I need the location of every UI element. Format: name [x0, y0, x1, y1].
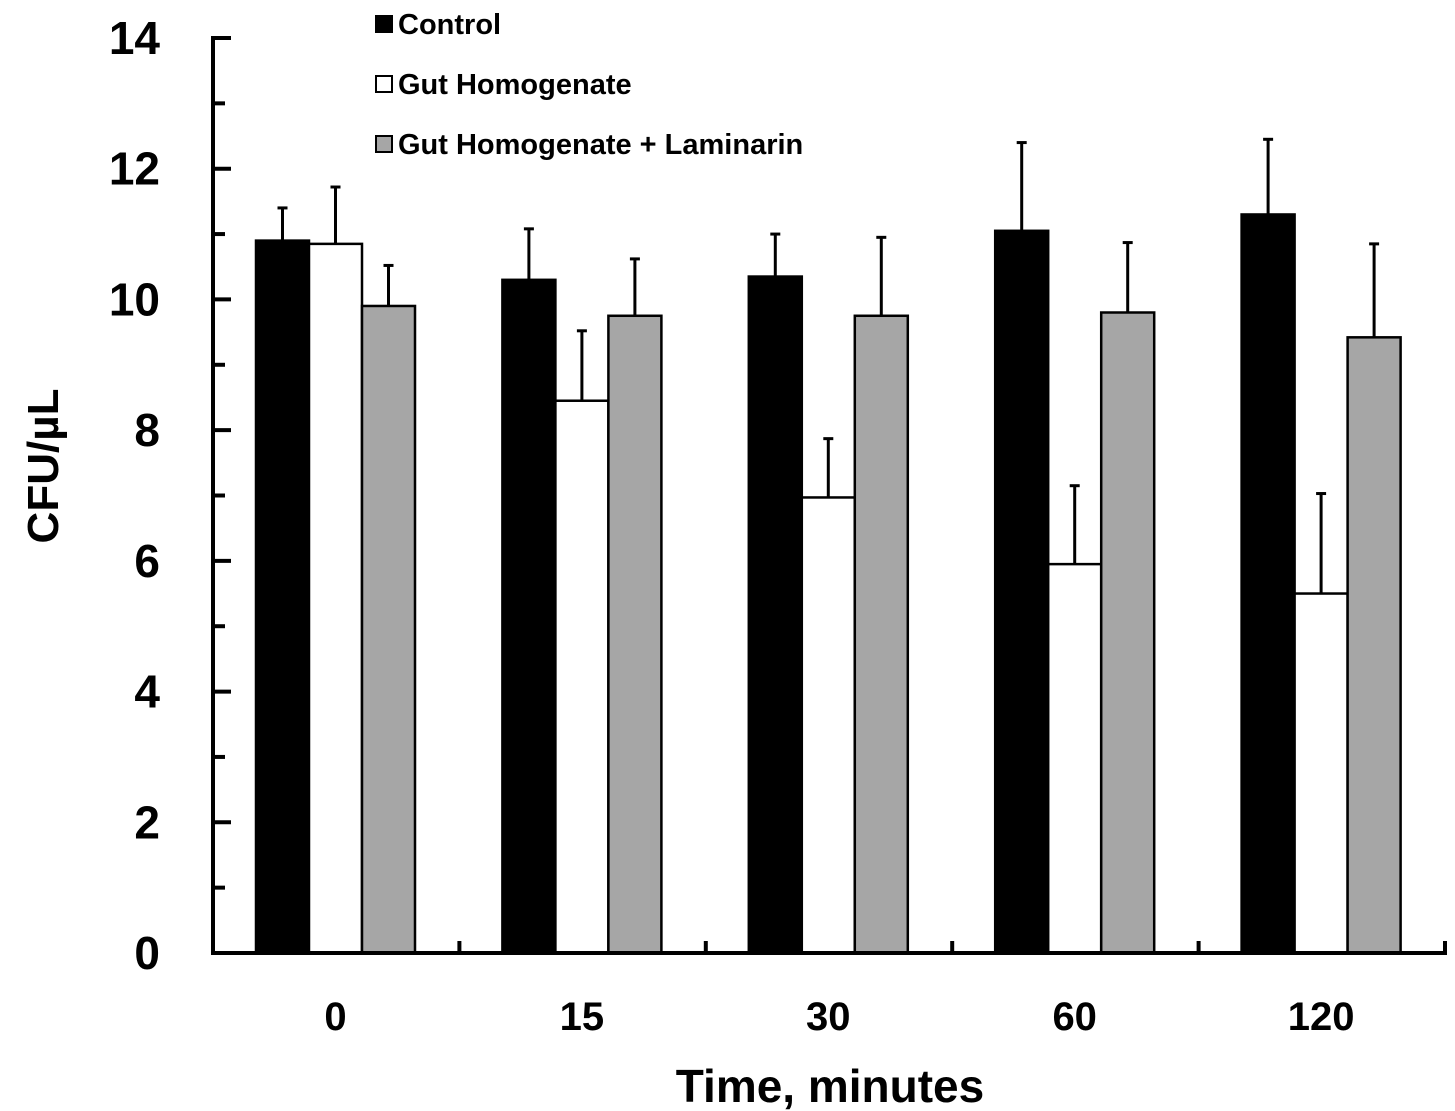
x-tick-label-120: 120 — [1288, 995, 1355, 1039]
bar-2-120 — [1293, 592, 1349, 955]
legend-label-1: Control — [398, 9, 501, 41]
bar-2-0 — [307, 242, 364, 955]
legend-swatch-1 — [375, 15, 393, 33]
bar-1-0 — [254, 239, 311, 955]
legend-swatch-3 — [375, 135, 393, 153]
x-tick-label-0: 0 — [324, 995, 346, 1039]
y-axis-title: CFU/µL — [19, 389, 68, 544]
y-tick-label-2: 2 — [134, 796, 160, 848]
bar-3-30 — [853, 314, 910, 955]
bar-3-60 — [1099, 311, 1156, 955]
bars-layer — [254, 213, 1402, 955]
bar-1-60 — [993, 229, 1050, 955]
y-tick-label-4: 4 — [134, 666, 160, 718]
bar-2-15 — [554, 399, 610, 955]
bar-1-30 — [747, 275, 804, 955]
legend-label-3: Gut Homogenate + Laminarin — [398, 129, 803, 161]
x-axis-title: Time, minutes — [676, 1060, 984, 1111]
legend: Control Gut Homogenate Gut Homogenate + La… — [375, 9, 803, 161]
bar-3-15 — [607, 314, 663, 955]
y-tick-label-14: 14 — [109, 12, 161, 64]
error-bars-layer — [277, 137, 1380, 594]
legend-label-2: Gut Homogenate — [398, 69, 632, 101]
y-tick-label-6: 6 — [134, 535, 160, 587]
bar-1-120 — [1240, 213, 1296, 955]
y-tick-label-10: 10 — [109, 273, 160, 325]
legend-swatch-2 — [375, 75, 393, 93]
x-tick-label-30: 30 — [806, 995, 851, 1039]
bar-3-0 — [360, 304, 417, 955]
y-tick-label-0: 0 — [134, 927, 160, 979]
bar-1-15 — [501, 278, 557, 955]
axes-layer: 0 2 4 6 8 10 12 14 0 15 30 60 120 — [109, 12, 1447, 1039]
y-tick-label-8: 8 — [134, 404, 160, 456]
x-tick-label-15: 15 — [560, 995, 605, 1039]
bar-2-60 — [1046, 562, 1103, 955]
x-tick-label-60: 60 — [1052, 995, 1097, 1039]
bar-3-120 — [1346, 336, 1402, 955]
bar-2-30 — [800, 496, 857, 955]
y-tick-label-12: 12 — [109, 143, 160, 195]
